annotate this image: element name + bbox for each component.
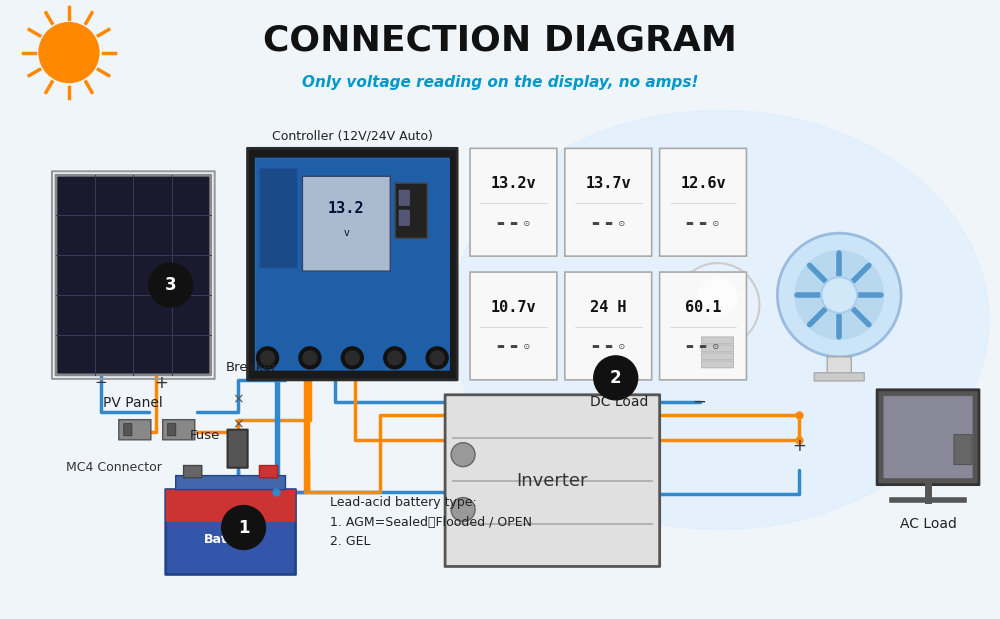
Circle shape: [777, 233, 901, 357]
FancyBboxPatch shape: [168, 423, 176, 436]
FancyBboxPatch shape: [660, 272, 746, 380]
Text: v: v: [343, 228, 349, 238]
FancyBboxPatch shape: [877, 390, 979, 485]
FancyBboxPatch shape: [399, 190, 409, 206]
Text: 3: 3: [165, 276, 177, 294]
Circle shape: [149, 263, 193, 307]
FancyBboxPatch shape: [302, 176, 390, 271]
Text: −: −: [95, 375, 107, 391]
Circle shape: [426, 347, 448, 369]
Text: ▬  ▬  ⊙: ▬ ▬ ⊙: [497, 219, 530, 228]
Circle shape: [261, 351, 275, 365]
Circle shape: [698, 277, 737, 317]
FancyBboxPatch shape: [702, 361, 734, 368]
FancyBboxPatch shape: [228, 430, 248, 468]
Text: 10.7v: 10.7v: [491, 300, 536, 314]
Text: +: +: [154, 374, 168, 392]
Text: PV Panel: PV Panel: [103, 396, 163, 410]
FancyBboxPatch shape: [124, 423, 132, 436]
FancyBboxPatch shape: [565, 149, 652, 256]
FancyBboxPatch shape: [565, 272, 652, 380]
FancyBboxPatch shape: [470, 272, 557, 380]
FancyBboxPatch shape: [470, 149, 557, 256]
FancyBboxPatch shape: [260, 168, 297, 268]
Circle shape: [222, 506, 266, 550]
Text: Inverter: Inverter: [517, 472, 588, 490]
Text: CONNECTION DIAGRAM: CONNECTION DIAGRAM: [263, 24, 737, 58]
Text: 13.2v: 13.2v: [491, 176, 536, 191]
Text: ▬  ▬  ⊙: ▬ ▬ ⊙: [686, 219, 720, 228]
FancyBboxPatch shape: [954, 435, 972, 465]
Circle shape: [451, 498, 475, 522]
Text: Controller (12V/24V Auto): Controller (12V/24V Auto): [272, 130, 433, 143]
Circle shape: [299, 347, 321, 369]
FancyBboxPatch shape: [702, 345, 734, 352]
FancyBboxPatch shape: [248, 149, 457, 380]
Circle shape: [388, 351, 402, 365]
FancyBboxPatch shape: [259, 465, 278, 478]
Text: ▬  ▬  ⊙: ▬ ▬ ⊙: [686, 342, 720, 352]
Circle shape: [794, 250, 884, 340]
Text: 13.7v: 13.7v: [585, 176, 631, 191]
Text: +: +: [792, 436, 806, 455]
FancyBboxPatch shape: [445, 395, 660, 566]
Circle shape: [594, 356, 638, 400]
FancyBboxPatch shape: [166, 490, 295, 574]
FancyBboxPatch shape: [827, 357, 851, 375]
FancyBboxPatch shape: [702, 353, 734, 360]
Circle shape: [821, 277, 857, 313]
Text: −: −: [693, 393, 706, 411]
Text: Fuse: Fuse: [189, 429, 220, 442]
Circle shape: [384, 347, 406, 369]
Text: Battery: Battery: [204, 534, 257, 547]
Circle shape: [39, 23, 99, 82]
Text: Breaker: Breaker: [226, 361, 277, 374]
FancyBboxPatch shape: [702, 337, 734, 344]
FancyBboxPatch shape: [184, 465, 202, 478]
FancyBboxPatch shape: [883, 396, 973, 478]
Text: ×: ×: [232, 418, 243, 431]
FancyBboxPatch shape: [256, 158, 449, 370]
Circle shape: [430, 351, 444, 365]
FancyBboxPatch shape: [119, 420, 151, 440]
FancyBboxPatch shape: [176, 475, 286, 490]
Text: Only voltage reading on the display, no amps!: Only voltage reading on the display, no …: [302, 75, 698, 90]
Text: DC Load: DC Load: [590, 395, 648, 409]
Text: ×: ×: [232, 393, 243, 407]
Circle shape: [345, 351, 359, 365]
Circle shape: [451, 443, 475, 467]
FancyBboxPatch shape: [395, 183, 427, 238]
Text: 2: 2: [610, 369, 622, 387]
Text: 1. AGM=Sealed、Flooded / OPEN: 1. AGM=Sealed、Flooded / OPEN: [330, 516, 532, 529]
Text: 1: 1: [238, 519, 249, 537]
Circle shape: [341, 347, 363, 369]
Text: 60.1: 60.1: [685, 300, 721, 314]
FancyBboxPatch shape: [814, 373, 864, 381]
Text: 12.6v: 12.6v: [680, 176, 726, 191]
Text: AC Load: AC Load: [900, 516, 956, 530]
Text: MC4 Connector: MC4 Connector: [66, 461, 162, 474]
Circle shape: [257, 347, 278, 369]
FancyBboxPatch shape: [163, 420, 195, 440]
Text: 24 H: 24 H: [590, 300, 627, 314]
FancyBboxPatch shape: [56, 175, 211, 375]
Text: 13.2: 13.2: [328, 201, 365, 216]
Circle shape: [676, 263, 759, 347]
FancyBboxPatch shape: [166, 490, 295, 522]
Text: 2. GEL: 2. GEL: [330, 535, 371, 548]
FancyBboxPatch shape: [399, 210, 409, 225]
Text: Lead-acid battery type:: Lead-acid battery type:: [330, 496, 477, 509]
Text: ▬  ▬  ⊙: ▬ ▬ ⊙: [592, 342, 625, 352]
Text: ▬  ▬  ⊙: ▬ ▬ ⊙: [497, 342, 530, 352]
Ellipse shape: [450, 110, 989, 529]
Circle shape: [303, 351, 317, 365]
FancyBboxPatch shape: [660, 149, 746, 256]
Text: ▬  ▬  ⊙: ▬ ▬ ⊙: [592, 219, 625, 228]
